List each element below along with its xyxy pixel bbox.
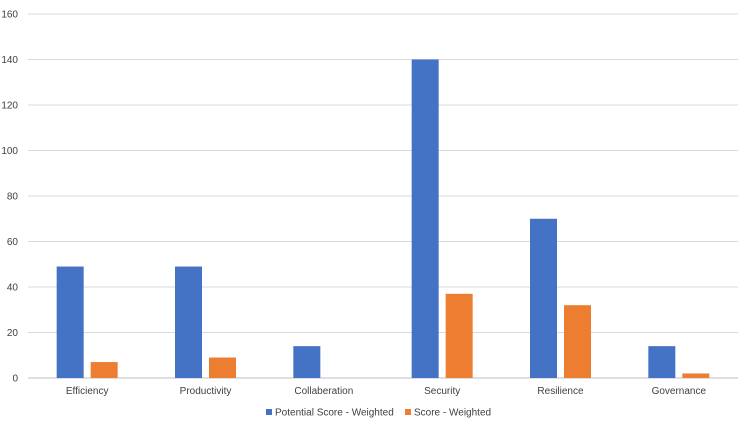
legend-label: Potential Score - Weighted [275,408,394,419]
y-tick-label: 60 [7,237,19,248]
x-category-label: Security [424,386,460,397]
y-tick-label: 80 [7,192,19,203]
bar-potential-score-security [411,59,439,378]
bar-score-governance [682,373,710,378]
bar-score-efficiency [90,362,118,378]
x-category-label: Governance [652,386,707,397]
y-tick-label: 120 [1,101,18,112]
y-tick-label: 20 [7,328,19,339]
bar-potential-score-collaberation [293,346,321,378]
bar-score-security [445,293,473,378]
x-category-label: Collaberation [294,386,353,397]
y-tick-label: 160 [1,10,18,21]
bar-potential-score-productivity [175,266,202,378]
x-category-label: Efficiency [66,386,109,397]
x-axis: Efficiency Productivity Collaberation Secur… [66,386,707,397]
y-axis: 0 20 40 60 80 100 120 140 160 [1,10,18,385]
legend-swatch [405,409,411,415]
y-tick-label: 40 [7,283,19,294]
y-tick-label: 0 [12,374,18,385]
gridlines [28,13,738,379]
y-tick-label: 100 [1,146,18,157]
bar-potential-score-resilience [530,218,557,378]
x-category-label: Resilience [537,386,584,397]
legend-swatch [266,409,272,415]
bar-potential-score-efficiency [56,266,84,378]
legend-label: Score - Weighted [414,408,491,419]
y-tick-label: 140 [1,55,18,66]
x-category-label: Productivity [180,386,232,397]
bar-score-resilience [564,305,591,378]
legend: Potential Score - Weighted Score - Weight… [266,408,491,419]
bars [56,59,710,378]
bar-score-productivity [209,357,236,378]
bar-potential-score-governance [648,346,676,378]
